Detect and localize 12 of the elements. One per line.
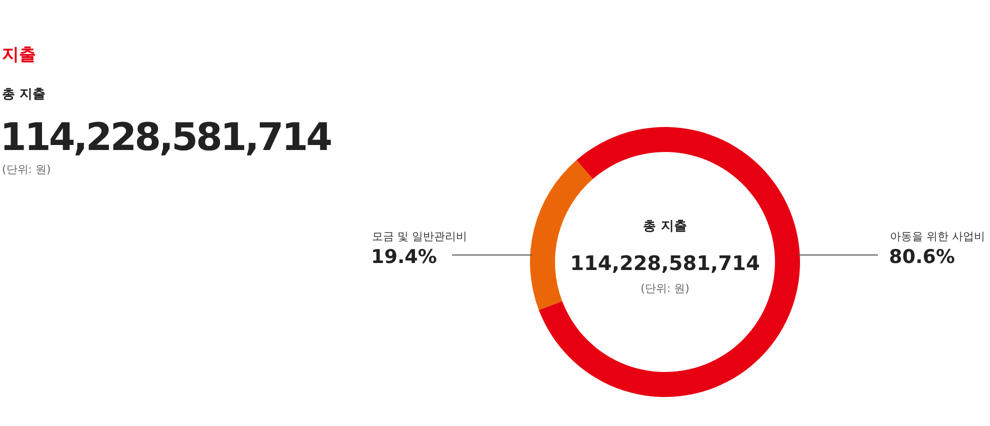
text: 114,228,581,714 bbox=[0, 115, 331, 159]
text: 지출 bbox=[2, 45, 36, 65]
slice-label: 모금 및 일반관리비 bbox=[372, 230, 467, 243]
text: 총 지출 bbox=[2, 87, 46, 102]
data-label: 80.6% bbox=[889, 246, 955, 268]
text: (단위: 원) bbox=[2, 163, 51, 176]
text: (단위: 원) bbox=[640, 282, 690, 295]
donut-slice bbox=[538, 127, 800, 397]
slice-label: 아동을 위한 사업비 bbox=[890, 230, 985, 243]
text: 총 지출 bbox=[643, 219, 687, 234]
text: 114,228,581,714 bbox=[570, 251, 760, 275]
data-label: 19.4% bbox=[371, 246, 437, 268]
